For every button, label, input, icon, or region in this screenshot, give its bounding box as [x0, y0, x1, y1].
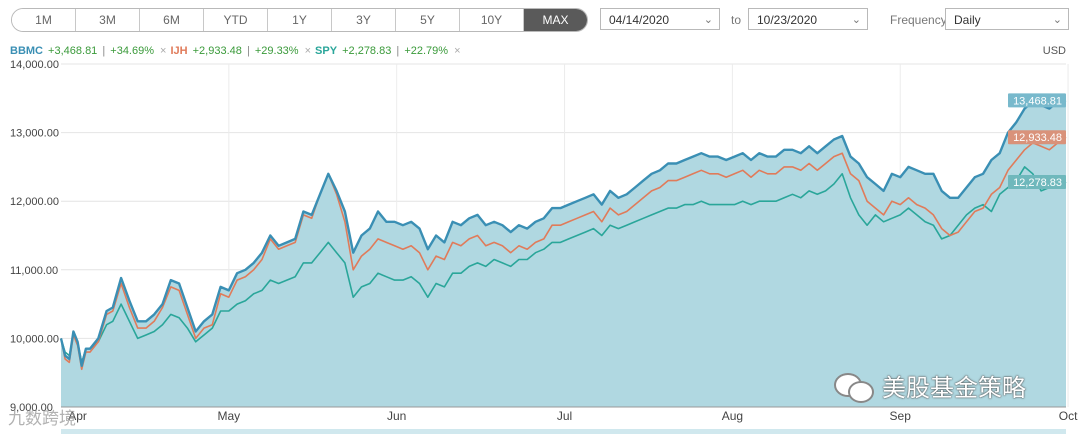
legend-pct: +29.33% [251, 45, 299, 57]
watermark-right-text: 美股基金策略 [882, 375, 1026, 402]
legend-item-ijh: IJH +2,933.48 | +29.33% × [170, 45, 313, 57]
date-from-select[interactable]: 04/14/2020 ⌄ [600, 8, 720, 30]
date-from-value: 04/14/2020 [609, 13, 670, 27]
watermark-left: 九数跨境 [8, 409, 76, 428]
end-label-box [1008, 93, 1066, 108]
navigator-strip [61, 429, 1066, 434]
range-button-6m[interactable]: 6M [140, 9, 204, 31]
x-tick-label: Sep [890, 409, 912, 423]
chevron-down-icon[interactable]: ⌄ [703, 14, 713, 26]
legend-separator: | [396, 45, 400, 57]
close-icon[interactable]: × [454, 45, 461, 57]
currency-label: USD [1042, 45, 1066, 57]
legend-pct: +34.69% [107, 45, 155, 57]
legend-symbol: IJH [170, 45, 188, 57]
frequency-select[interactable]: Daily ⌄ [945, 8, 1069, 30]
end-value-label: 12,933.48 [1013, 132, 1062, 144]
y-tick-label: 10,000.00 [10, 333, 59, 345]
to-label: to [731, 13, 742, 27]
range-button-max[interactable]: MAX [524, 9, 587, 31]
range-button-1y[interactable]: 1Y [268, 9, 332, 31]
series-line-ijh [60, 136, 1067, 371]
legend-change: +2,278.83 [339, 45, 395, 57]
legend-symbol: SPY [315, 45, 338, 57]
x-tick-label: Jul [557, 409, 572, 423]
frequency-label: Frequency [890, 13, 947, 27]
range-button-1m[interactable]: 1M [12, 9, 76, 31]
x-tick-label: May [218, 409, 241, 423]
x-tick-label: Apr [68, 409, 87, 423]
legend-separator: | [246, 45, 250, 57]
legend-item-spy: SPY +2,278.83 | +22.79% × [315, 45, 462, 57]
legend-item-bbmc: BBMC +3,468.81 | +34.69% × [10, 45, 168, 57]
y-tick-label: 14,000.00 [10, 59, 59, 71]
range-button-3m[interactable]: 3M [76, 9, 140, 31]
end-value-label: 12,278.83 [1013, 177, 1062, 189]
close-icon[interactable]: × [304, 45, 312, 57]
range-button-10y[interactable]: 10Y [460, 9, 524, 31]
range-selector: 1M 3M 6M YTD 1Y 3Y 5Y 10Y MAX [11, 8, 588, 32]
frequency-value: Daily [954, 13, 981, 27]
end-label-box [1008, 175, 1066, 190]
close-icon[interactable]: × [160, 45, 167, 57]
date-to-select[interactable]: 10/23/2020 ⌄ [748, 8, 868, 30]
range-button-3y[interactable]: 3Y [332, 9, 396, 31]
chevron-down-icon[interactable]: ⌄ [851, 14, 861, 26]
chevron-down-icon[interactable]: ⌄ [1052, 14, 1062, 26]
range-button-5y[interactable]: 5Y [396, 9, 460, 31]
date-to-value: 10/23/2020 [757, 13, 818, 27]
x-tick-label: Aug [722, 409, 743, 423]
legend-symbol: BBMC [10, 45, 43, 57]
legend-change: +2,933.48 [189, 45, 245, 57]
legend: BBMC +3,468.81 | +34.69% × IJH +2,933.48 |… [10, 45, 465, 57]
range-button-ytd[interactable]: YTD [204, 9, 268, 31]
legend-pct: +22.79% [401, 45, 449, 57]
watermark-right: 美股基金策略 [834, 368, 1026, 403]
legend-change: +3,468.81 [45, 45, 101, 57]
y-tick-label: 9,000.00 [10, 402, 53, 414]
y-tick-label: 13,000.00 [10, 128, 59, 140]
legend-separator: | [102, 45, 106, 57]
x-tick-label: Oct [1059, 409, 1078, 423]
wechat-icon [834, 371, 876, 403]
bbmc-area [61, 100, 1066, 408]
y-tick-label: 11,000.00 [10, 265, 58, 277]
y-tick-label: 12,000.00 [10, 196, 59, 208]
x-tick-label: Jun [387, 409, 406, 423]
series-line-spy [60, 166, 1067, 364]
end-label-box [1008, 130, 1066, 145]
end-value-label: 13,468.81 [1013, 95, 1062, 107]
series-line-bbmc [59, 99, 1067, 367]
